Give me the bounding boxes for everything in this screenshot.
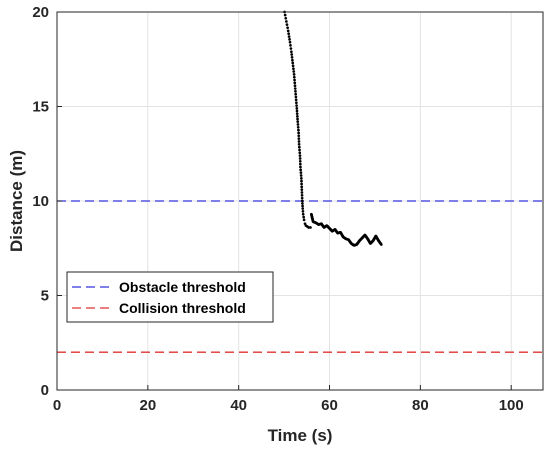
- data-point: [300, 193, 304, 197]
- data-point: [283, 13, 287, 17]
- data-point: [298, 154, 302, 157]
- data-point: [300, 176, 303, 180]
- data-point: [297, 140, 301, 143]
- x-tick-label: 40: [230, 397, 247, 414]
- data-point: [302, 218, 306, 222]
- data-point: [296, 114, 299, 118]
- x-axis-ticks: 0 20 40 60 80 100: [53, 385, 524, 414]
- data-point: [296, 125, 300, 129]
- data-point: [293, 81, 297, 85]
- data-point: [292, 75, 296, 79]
- y-axis-ticks: 0 5 10 15 20: [32, 4, 62, 399]
- y-tick-label: 0: [41, 382, 49, 399]
- data-point: [293, 78, 296, 82]
- legend-label: Collision threshold: [119, 300, 246, 316]
- legend-box: [66, 271, 274, 323]
- data-point: [300, 182, 303, 186]
- y-tick-label: 10: [32, 193, 49, 210]
- data-point: [292, 67, 295, 71]
- x-tick-label: 60: [321, 397, 338, 414]
- data-point: [294, 95, 298, 99]
- data-point: [297, 137, 301, 140]
- data-point: [301, 202, 304, 205]
- data-point: [295, 109, 299, 113]
- data-point: [295, 112, 299, 116]
- data-point: [379, 243, 383, 246]
- data-point: [284, 16, 288, 20]
- y-tick-label: 20: [32, 4, 49, 21]
- data-point: [296, 120, 300, 123]
- data-point: [295, 101, 298, 105]
- data-point: [296, 123, 300, 126]
- data-point: [309, 226, 312, 229]
- data-point: [291, 58, 294, 62]
- data-point: [300, 185, 304, 189]
- data-point: [302, 215, 305, 219]
- data-point: [300, 196, 304, 200]
- x-axis-label: Time (s): [268, 426, 333, 445]
- y-axis-label: Distance (m): [7, 150, 26, 252]
- data-point: [288, 40, 292, 44]
- x-tick-label: 100: [499, 397, 524, 414]
- data-point: [295, 107, 299, 110]
- data-point: [288, 38, 291, 41]
- data-point: [300, 191, 304, 194]
- data-point: [296, 117, 299, 121]
- data-point: [287, 32, 290, 36]
- data-point: [299, 165, 302, 169]
- data-point: [294, 90, 297, 93]
- data-point: [297, 128, 300, 132]
- data-point: [295, 104, 298, 107]
- data-point: [297, 131, 300, 135]
- x-tick-label: 20: [139, 397, 156, 414]
- reference-lines: [57, 200, 543, 353]
- data-point: [301, 207, 305, 210]
- data-point: [301, 212, 305, 216]
- data-point: [291, 61, 295, 65]
- data-point: [300, 179, 303, 183]
- data-point: [285, 20, 288, 23]
- data-point: [299, 174, 303, 177]
- data-point: [291, 64, 295, 68]
- data-point: [298, 151, 302, 155]
- data-point: [293, 87, 297, 90]
- data-point: [289, 47, 293, 50]
- data-point: [285, 23, 289, 26]
- data-point: [301, 204, 304, 208]
- data-point: [289, 44, 292, 47]
- x-tick-label: 0: [53, 397, 61, 414]
- data-point: [297, 145, 301, 149]
- data-point: [300, 199, 304, 203]
- data-point: [286, 29, 290, 33]
- legend-label: Obstacle threshold: [119, 279, 246, 295]
- data-series: [283, 10, 383, 247]
- y-tick-label: 5: [41, 288, 49, 305]
- data-point: [299, 168, 303, 172]
- series: [310, 212, 383, 247]
- data-point: [298, 159, 302, 163]
- data-point: [298, 162, 302, 166]
- data-point: [287, 35, 291, 38]
- data-point: [294, 92, 298, 96]
- data-point: [294, 98, 298, 102]
- data-point: [300, 188, 304, 192]
- data-point: [297, 134, 301, 138]
- data-point: [299, 171, 303, 174]
- y-tick-label: 15: [32, 99, 49, 116]
- data-point: [290, 50, 293, 54]
- data-point: [298, 148, 301, 152]
- data-point: [292, 73, 296, 76]
- legend: Obstacle threshold Collision threshold: [66, 271, 274, 323]
- series: [283, 10, 312, 229]
- data-point: [298, 157, 302, 160]
- data-point: [301, 210, 305, 213]
- data-point: [290, 56, 294, 59]
- x-tick-label: 80: [412, 397, 429, 414]
- data-point: [292, 70, 296, 73]
- data-point: [286, 26, 289, 30]
- data-point: [290, 53, 294, 56]
- data-point: [293, 84, 297, 88]
- data-point: [297, 142, 301, 146]
